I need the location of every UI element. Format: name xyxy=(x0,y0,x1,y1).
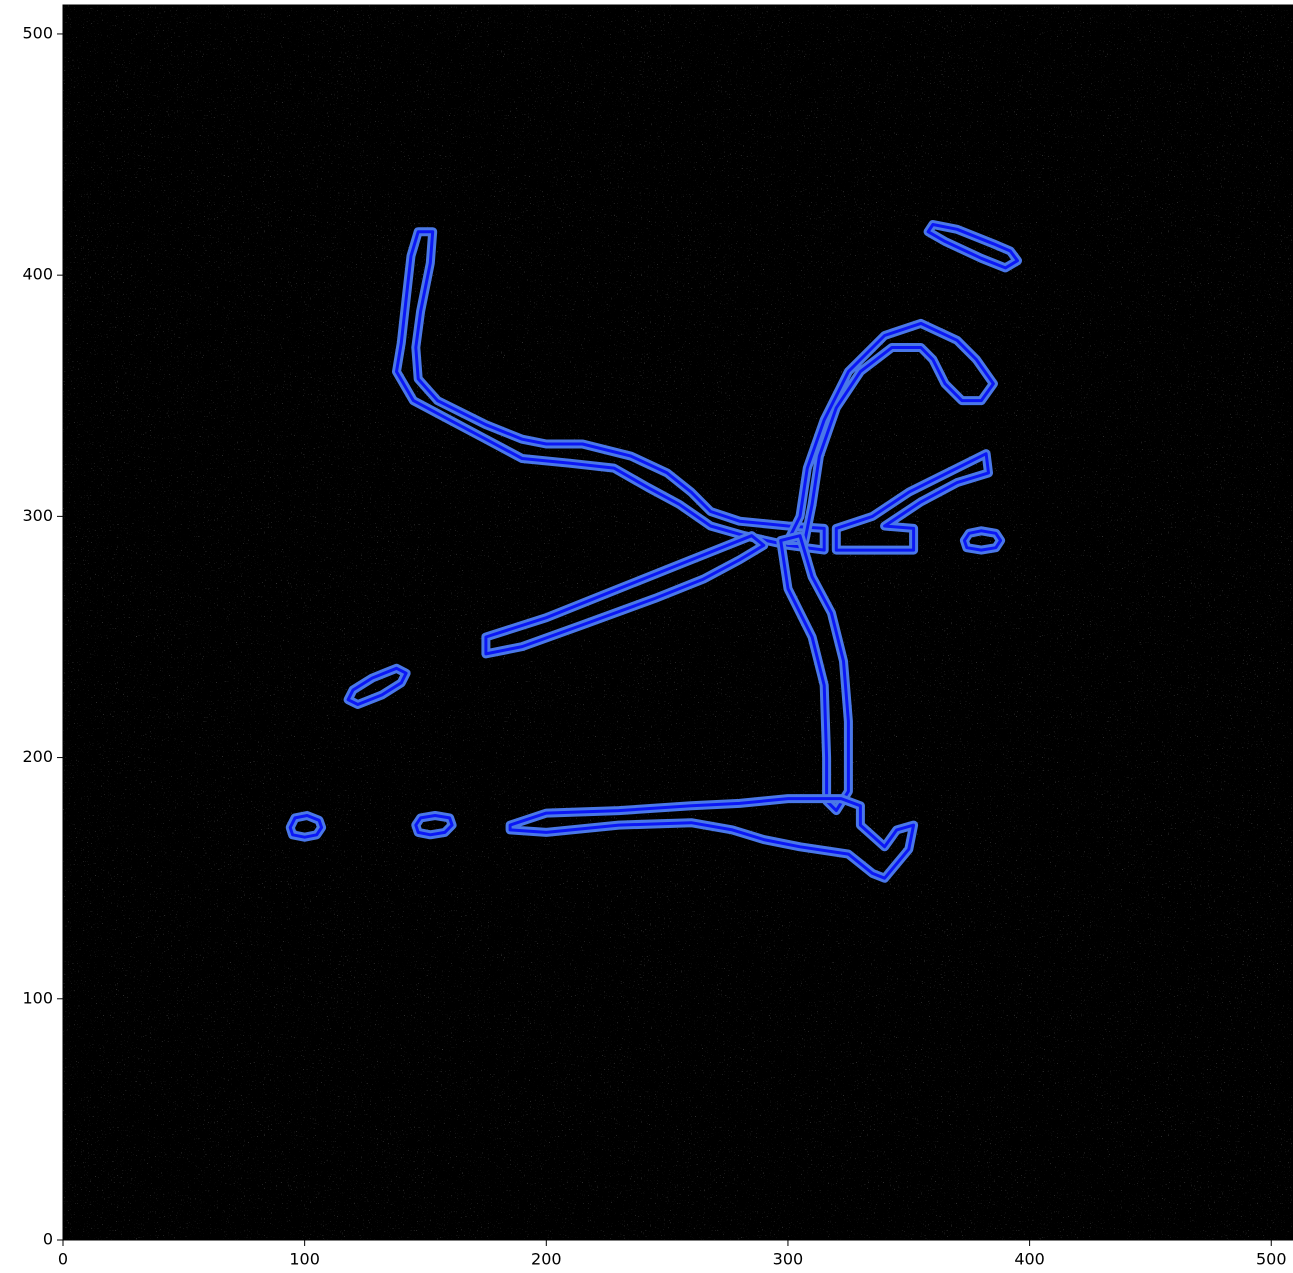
chart: 0 100 200 300 400 500 0 100 200 300 400 500 xyxy=(0,0,1293,1273)
y-tick-label: 100 xyxy=(22,988,53,1007)
y-tick-label: 400 xyxy=(22,265,53,284)
x-tick-label: 400 xyxy=(1014,1250,1045,1269)
y-tick-label: 300 xyxy=(22,506,53,525)
x-tick-label: 100 xyxy=(289,1250,320,1269)
y-tick-label: 200 xyxy=(22,747,53,766)
x-tick-label: 200 xyxy=(531,1250,562,1269)
x-tick-label: 300 xyxy=(773,1250,804,1269)
y-tick-label: 500 xyxy=(22,23,53,42)
y-tick-label: 0 xyxy=(43,1230,53,1249)
plot-area xyxy=(63,5,1293,1240)
image-noise xyxy=(63,5,1293,1240)
x-tick-label: 0 xyxy=(58,1250,68,1269)
x-tick-label: 500 xyxy=(1256,1250,1287,1269)
